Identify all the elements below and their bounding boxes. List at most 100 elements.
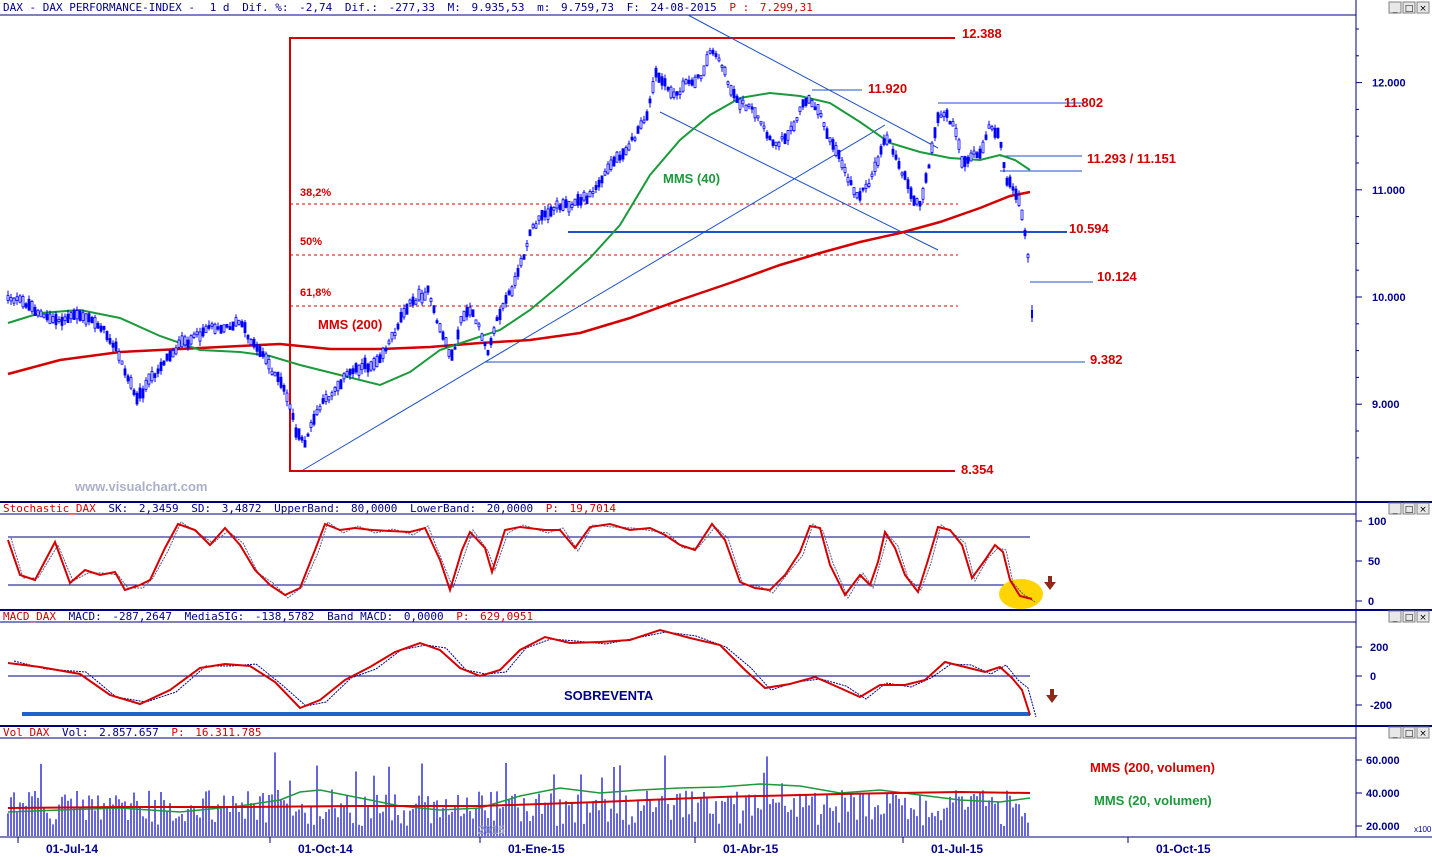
candle-body [63, 316, 67, 321]
candle-body [507, 290, 511, 295]
candle-body [510, 286, 514, 297]
candle-body [744, 104, 748, 112]
candle-body [390, 331, 394, 340]
candle-body [195, 331, 199, 336]
candle-body [354, 363, 358, 373]
date-tick-3: 01-Abr-15 [723, 842, 779, 856]
candle-body [471, 309, 475, 318]
level-label-6: 9.382 [1090, 352, 1123, 367]
candle-body [9, 296, 13, 302]
stoch-sk-line [7, 522, 1033, 600]
candle-body [33, 306, 37, 316]
candle-body [690, 79, 694, 86]
candle-body [384, 348, 388, 352]
date-tick-0: 01-Jul-14 [46, 842, 98, 856]
candle-body [939, 114, 943, 118]
candle-body [363, 357, 367, 370]
candle-body [717, 57, 721, 62]
candle-body [105, 331, 109, 341]
candle-body [312, 414, 316, 425]
price-window-btn-1[interactable]: □ [1402, 1, 1416, 14]
candle-body [342, 373, 346, 380]
vol-window-btn-1[interactable]: □ [1402, 726, 1416, 739]
channel-top-line [687, 14, 939, 149]
candle-body [876, 156, 880, 166]
price-tick-3: 9.000 [1372, 399, 1400, 411]
candle-body [294, 427, 298, 438]
candle-body [522, 254, 526, 260]
candle-body [618, 154, 622, 161]
candle-body [450, 349, 454, 361]
candle-body [411, 296, 415, 306]
candle-body [147, 373, 151, 385]
candle-body [75, 310, 79, 320]
candle-body [987, 124, 991, 129]
candle-body [66, 313, 70, 323]
candle-body [909, 187, 913, 199]
candle-body [945, 109, 949, 118]
candle-body [783, 133, 787, 144]
macd-window-btn-2[interactable]: × [1416, 610, 1430, 623]
candle-body [345, 371, 349, 377]
candle-body [897, 161, 901, 169]
candle-body [111, 342, 115, 348]
candle-body [84, 313, 88, 325]
stoch-window-btn-2[interactable]: × [1416, 502, 1430, 515]
candle-body [153, 373, 157, 378]
vol-window-btn-0[interactable]: _ [1388, 726, 1402, 739]
candle-body [279, 376, 283, 388]
candle-body [357, 364, 361, 376]
candle-body [165, 353, 169, 361]
macd-window-btn-0[interactable]: _ [1388, 610, 1402, 623]
candle-body [132, 389, 136, 395]
candle-body [417, 288, 421, 301]
vol-mms200-line [7, 790, 1031, 809]
last-candle-body [1031, 310, 1033, 318]
price-window-btn-2[interactable]: × [1416, 1, 1430, 14]
candle-body [174, 347, 178, 355]
candle-body [120, 360, 124, 365]
candle-body [612, 156, 616, 167]
candle-body [792, 121, 796, 132]
macd-window-btn-1[interactable]: □ [1402, 610, 1416, 623]
candle-body [15, 296, 19, 302]
candle-body [216, 326, 220, 330]
candle-body [60, 316, 64, 326]
candle-body [327, 396, 331, 401]
candle-body [681, 80, 685, 92]
stoch-window-btn-1[interactable]: □ [1402, 502, 1416, 515]
candle-body [588, 191, 592, 198]
candle-body [846, 176, 850, 183]
candle-body [177, 339, 181, 348]
candle-body [831, 139, 835, 150]
candle-body [42, 313, 46, 318]
candle-body [594, 185, 598, 191]
candle-body [912, 195, 916, 206]
candle-body [768, 135, 772, 141]
candle-body [1017, 194, 1021, 206]
candle-body [852, 187, 856, 196]
candle-body [726, 81, 730, 85]
candle-body [72, 309, 76, 320]
candle-body [237, 319, 241, 325]
candle-body [723, 66, 727, 76]
vol-window-btn-2[interactable]: × [1416, 726, 1430, 739]
candle-body [675, 91, 679, 96]
candle-body [957, 139, 961, 150]
candle-body [582, 191, 586, 201]
candle-body [978, 148, 982, 159]
mms40-line [7, 91, 1031, 387]
candle-body [660, 76, 664, 86]
price-window-btn-0[interactable]: _ [1388, 1, 1402, 14]
svg-text:_: _ [1392, 729, 1398, 739]
channel-bottom-line [659, 111, 939, 251]
candle-body [747, 103, 751, 107]
candle-body [240, 321, 244, 328]
stoch-window-btn-0[interactable]: _ [1388, 502, 1402, 515]
candle-body [771, 139, 775, 146]
uptrend-line [302, 124, 886, 471]
candle-body [765, 131, 769, 139]
candle-body [423, 291, 427, 301]
candle-body [198, 331, 202, 342]
candle-body [462, 310, 466, 322]
